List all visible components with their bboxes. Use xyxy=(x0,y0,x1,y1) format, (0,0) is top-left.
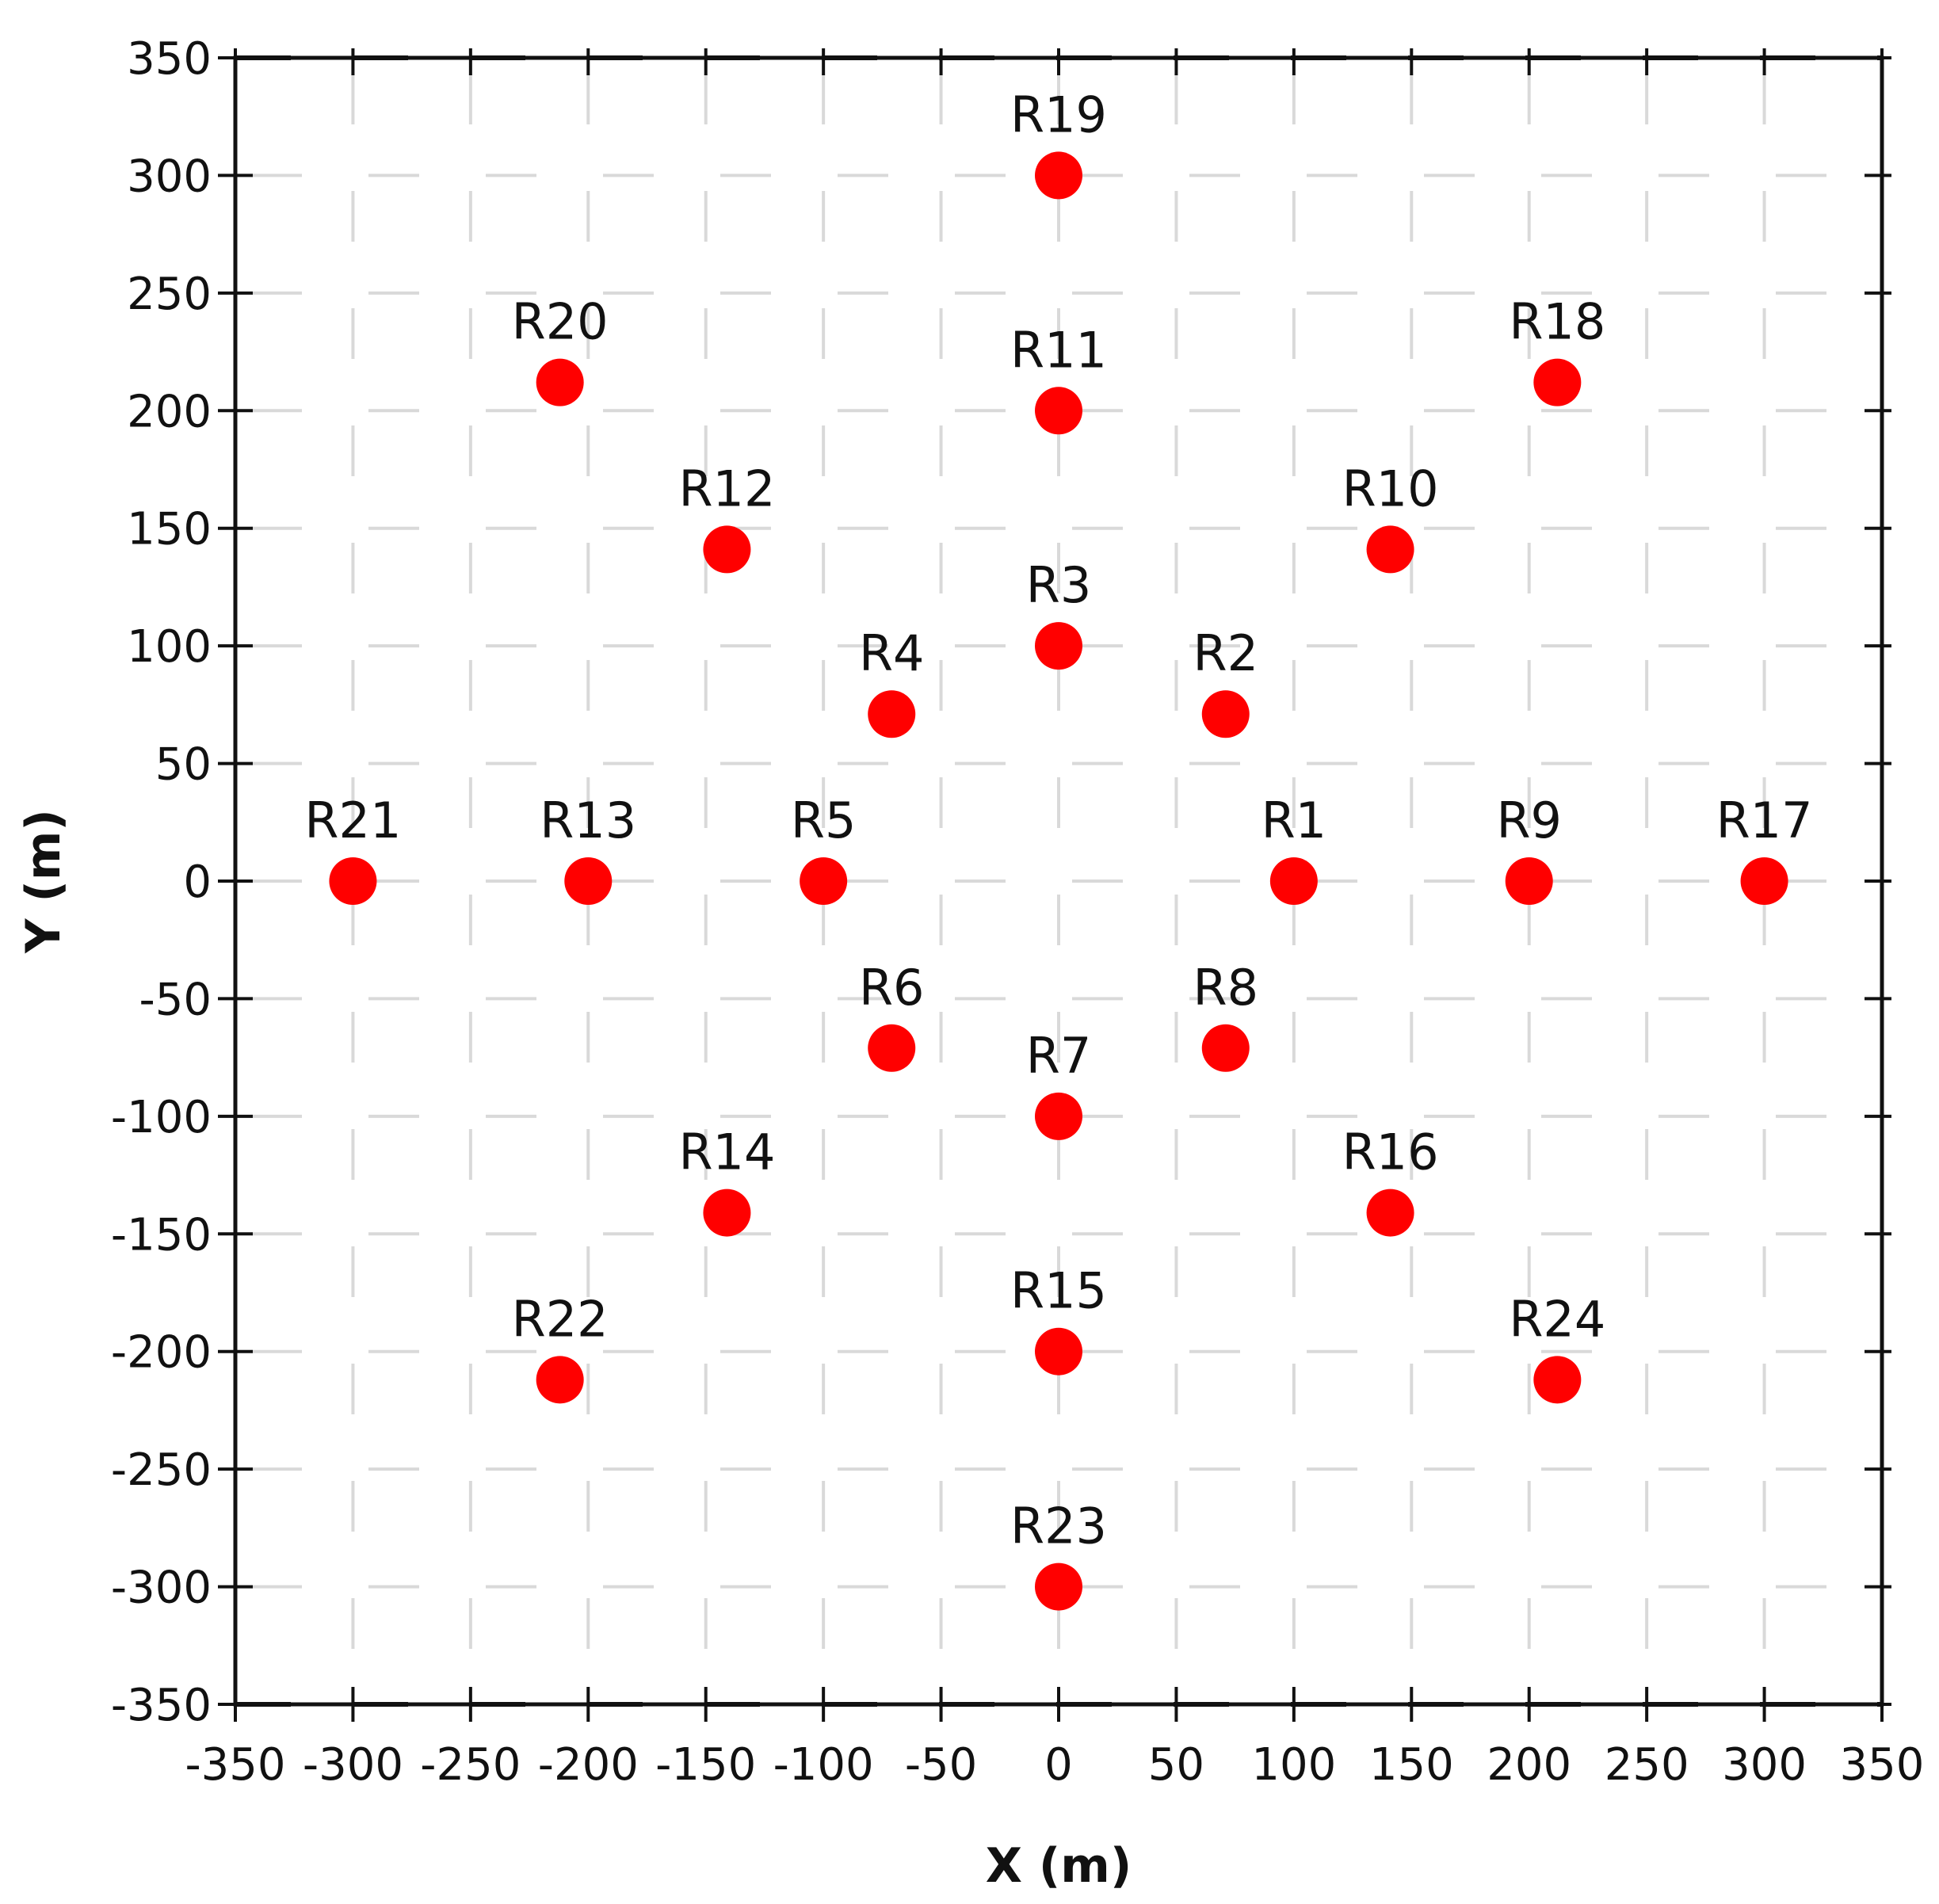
data-point-label: R16 xyxy=(1342,1124,1439,1181)
y-tick-label: -100 xyxy=(111,1092,212,1143)
x-tick-label: 100 xyxy=(1251,1739,1336,1791)
data-point-label: R23 xyxy=(1010,1498,1107,1555)
data-point-label: R2 xyxy=(1193,624,1259,682)
data-point-marker xyxy=(1269,857,1318,905)
y-tick-label: -150 xyxy=(111,1209,212,1261)
data-point-label: R4 xyxy=(859,624,925,682)
y-tick-label: 300 xyxy=(127,151,212,202)
axis-ticks: -350 -300 -250 -200 -150 -100 -50 0 50 100 150 200 2… xyxy=(111,33,1925,1791)
data-point-marker xyxy=(868,1024,916,1072)
y-axis-title: Y (m) xyxy=(16,809,71,954)
data-point-label: R14 xyxy=(678,1124,775,1181)
y-tick-label: 50 xyxy=(155,739,212,791)
x-tick-label: -50 xyxy=(905,1739,977,1791)
x-tick-label: 300 xyxy=(1722,1739,1807,1791)
x-tick-label: 0 xyxy=(1044,1739,1073,1791)
data-point-marker xyxy=(1201,1024,1250,1072)
y-tick-label: -200 xyxy=(111,1327,212,1379)
data-point-marker xyxy=(536,358,584,406)
data-point-marker xyxy=(1201,690,1250,738)
x-tick-label: -350 xyxy=(185,1739,285,1791)
data-point-marker xyxy=(1366,1189,1414,1237)
data-point-label: R15 xyxy=(1010,1262,1107,1320)
data-point-marker xyxy=(536,1356,584,1404)
data-point-label: R20 xyxy=(512,293,609,351)
data-point-marker xyxy=(1366,525,1414,574)
data-point-marker xyxy=(1035,622,1082,670)
data-point-marker xyxy=(800,857,848,905)
y-tick-label: -300 xyxy=(111,1563,212,1614)
data-point-label: R13 xyxy=(540,792,636,849)
data-point-marker xyxy=(1035,1092,1082,1140)
data-point-marker xyxy=(1505,857,1553,905)
data-point-marker xyxy=(1740,857,1788,905)
x-tick-label: -300 xyxy=(303,1739,403,1791)
data-point-marker xyxy=(868,690,916,738)
data-point-label: R18 xyxy=(1509,293,1605,351)
data-point-label: R17 xyxy=(1716,792,1813,849)
x-tick-label: -100 xyxy=(773,1739,874,1791)
data-point-label: R5 xyxy=(791,792,857,849)
data-point-marker xyxy=(1035,1563,1082,1611)
y-tick-label: 150 xyxy=(127,504,212,555)
y-tick-label: -350 xyxy=(111,1680,212,1731)
data-point-label: R3 xyxy=(1026,556,1092,614)
y-tick-label: -50 xyxy=(139,974,212,1025)
data-point-marker xyxy=(703,525,751,574)
data-point-label: R22 xyxy=(512,1290,609,1348)
y-tick-label: -250 xyxy=(111,1444,212,1496)
data-point-label: R9 xyxy=(1496,792,1562,849)
x-tick-label: 200 xyxy=(1487,1739,1571,1791)
data-point-label: R11 xyxy=(1010,321,1107,379)
y-tick-label: 100 xyxy=(127,621,212,673)
y-tick-label: 350 xyxy=(127,33,212,85)
data-point-marker xyxy=(1533,358,1582,406)
data-point-marker xyxy=(1533,1356,1582,1404)
x-tick-label: 150 xyxy=(1369,1739,1454,1791)
y-tick-label: 0 xyxy=(183,857,212,908)
x-tick-label: 350 xyxy=(1840,1739,1925,1791)
data-point-label: R6 xyxy=(859,959,925,1017)
data-point-label: R8 xyxy=(1193,959,1259,1017)
data-point-marker xyxy=(329,857,377,905)
data-point-label: R7 xyxy=(1026,1027,1092,1085)
data-point-label: R19 xyxy=(1010,86,1107,143)
data-point-marker xyxy=(1035,387,1082,435)
data-point-label: R24 xyxy=(1509,1290,1605,1348)
y-tick-label: 200 xyxy=(127,386,212,437)
data-point-label: R12 xyxy=(678,460,775,517)
data-point-label: R21 xyxy=(304,792,401,849)
x-tick-label: -250 xyxy=(420,1739,521,1791)
data-points: R1 R2 R3 R4 R5 R6 R7 R8 R9 R10 R11 R12 R13 R14 R15 R16 R… xyxy=(304,86,1813,1611)
data-point-marker xyxy=(703,1189,751,1237)
x-tick-label: 250 xyxy=(1605,1739,1689,1791)
data-point-marker xyxy=(564,857,613,905)
y-tick-label: 250 xyxy=(127,269,212,320)
data-point-marker xyxy=(1035,1327,1082,1376)
x-tick-label: -150 xyxy=(655,1739,756,1791)
x-axis-title: X (m) xyxy=(986,1838,1132,1894)
x-tick-label: -200 xyxy=(538,1739,639,1791)
data-point-marker xyxy=(1035,151,1082,200)
data-point-label: R1 xyxy=(1261,792,1327,849)
data-point-label: R10 xyxy=(1342,460,1439,517)
x-tick-label: 50 xyxy=(1148,1739,1204,1791)
